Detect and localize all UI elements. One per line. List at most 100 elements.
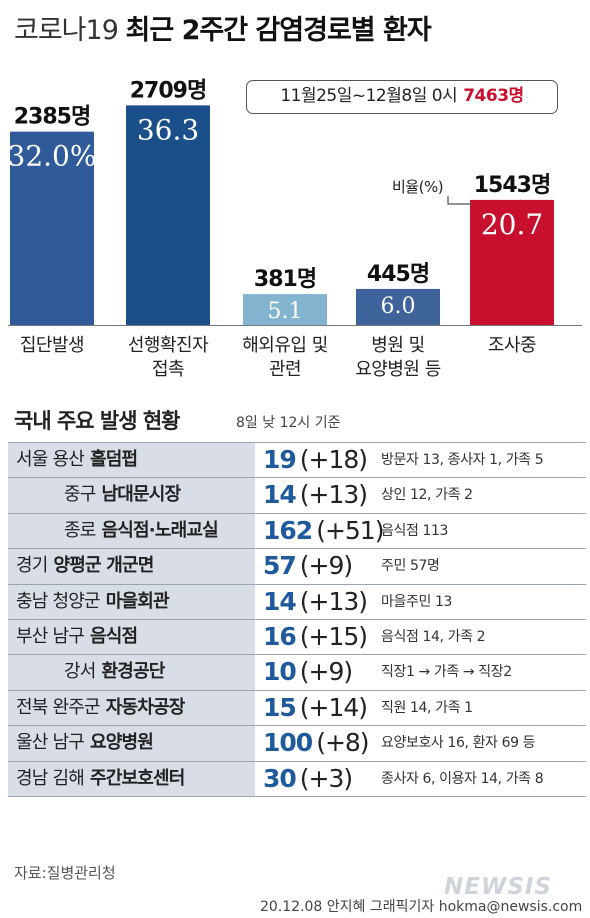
category-label-2: 선행확진자 접촉 — [127, 335, 209, 380]
cluster-delta: (+51) — [316, 515, 384, 545]
cluster-site: 음식점 — [89, 625, 138, 647]
cluster-site: 마을회관 — [105, 590, 170, 612]
value-label-4: 445명 — [367, 262, 429, 287]
cluster-region: 울산 남구 — [16, 732, 85, 754]
period-box: 11월25일~12월8일 0시 7463명 — [246, 80, 558, 114]
percent-label-4: 6.0 — [381, 294, 416, 319]
cluster-place: 부산 남구 음식점 — [8, 619, 255, 655]
cluster-delta: (+8) — [316, 728, 369, 758]
cluster-delta: (+9) — [299, 657, 353, 687]
bar-chart: 2385명 32.0% 2709명 36.3 381명 5.1 445명 6.0 1543명 20… — [8, 78, 582, 326]
table-row: 경남 김해 주간보호센터 30 (+3) 종사자 6, 이용자 14, 가족 8 — [8, 760, 586, 797]
cluster-count: 16 (+15) — [263, 620, 379, 654]
cluster-total: 100 — [263, 728, 313, 758]
value-label-5: 1543명 — [474, 173, 550, 198]
cluster-total: 15 — [263, 692, 297, 722]
percent-label-1: 32.0% — [8, 140, 97, 173]
cluster-site: 홀덤펍 — [89, 449, 138, 470]
category-label-4: 병원 및 요양병원 등 — [355, 335, 441, 380]
table-row: 부산 남구 음식점 16 (+15) 음식점 14, 가족 2 — [8, 618, 586, 655]
cluster-region: 경남 김해 — [16, 767, 85, 789]
category-label-1: 집단발생 — [19, 335, 85, 356]
cluster-count: 15 (+14) — [263, 691, 379, 725]
cluster-count: 30 (+3) — [263, 762, 379, 796]
table-row: 충남 청양군 마을회관 14 (+13) 마을주민 13 — [8, 583, 586, 619]
cluster-count: 14 (+13) — [263, 585, 379, 619]
period-total: 7463명 — [463, 86, 524, 106]
cluster-total: 14 — [263, 586, 297, 616]
cluster-place: 강서 환경공단 — [8, 655, 255, 690]
cluster-total: 19 — [263, 445, 297, 474]
cluster-region: 종로 — [64, 519, 96, 541]
cluster-count: 100 (+8) — [263, 726, 379, 760]
newsis-logo: NEWSIS — [444, 874, 553, 900]
period-text: 11월25일~12월8일 0시 — [280, 86, 458, 106]
cluster-count: 19 (+18) — [263, 443, 379, 477]
cluster-place: 충남 청양군 마을회관 — [8, 584, 255, 619]
cluster-place: 울산 남구 요양병원 — [8, 726, 255, 761]
section-note: 8일 낮 12시 기준 — [236, 415, 341, 431]
title-light: 코로나19 — [14, 15, 119, 46]
cluster-detail: 종사자 6, 이용자 14, 가족 8 — [381, 770, 544, 787]
bar-5 — [470, 199, 554, 325]
cluster-detail: 직장1 → 가족 → 직장2 — [381, 664, 512, 681]
cluster-place: 경기 양평군 개군면 — [8, 549, 255, 584]
bar-1 — [10, 131, 94, 325]
cluster-site: 환경공단 — [101, 661, 166, 683]
cluster-delta: (+9) — [299, 551, 353, 581]
chart-title: 코로나19 최근 2주간 감염경로별 환자 — [14, 8, 432, 47]
table-row: 울산 남구 요양병원 100 (+8) 요양보호사 16, 환자 69 등 — [8, 725, 586, 761]
cluster-delta: (+18) — [299, 445, 368, 474]
cluster-detail: 마을주민 13 — [381, 593, 452, 610]
bar-3 — [243, 294, 327, 325]
cluster-total: 162 — [263, 515, 313, 545]
title-bold: 최근 2주간 감염경로별 환자 — [125, 15, 431, 46]
percent-label-5: 20.7 — [481, 208, 543, 241]
category-label-5: 조사중 — [487, 335, 537, 356]
cluster-delta: (+3) — [299, 763, 353, 793]
cluster-total: 10 — [263, 657, 297, 687]
cluster-detail: 방문자 13, 종사자 1, 가족 5 — [381, 452, 544, 468]
cluster-region: 충남 청양군 — [16, 590, 101, 612]
cluster-count: 14 (+13) — [263, 478, 379, 512]
value-label-2: 2709명 — [130, 78, 206, 103]
cluster-total: 14 — [263, 480, 297, 510]
cluster-region: 부산 남구 — [16, 625, 85, 647]
cluster-region: 경기 — [16, 555, 48, 577]
cluster-total: 16 — [263, 621, 297, 651]
cluster-detail: 주민 57명 — [381, 558, 440, 575]
bar-4 — [356, 288, 440, 325]
value-label-1: 2385명 — [14, 105, 90, 130]
cluster-count: 10 (+9) — [263, 655, 379, 689]
table-row: 중구 남대문시장 14 (+13) 상인 12, 가족 2 — [8, 477, 586, 513]
cluster-region: 서울 용산 — [16, 449, 85, 470]
cluster-site: 양평군 개군면 — [53, 555, 155, 577]
cluster-delta: (+15) — [299, 621, 368, 651]
cluster-delta: (+13) — [299, 586, 368, 616]
cluster-place: 서울 용산 홀덤펍 — [8, 443, 255, 478]
cluster-region: 중구 — [64, 484, 96, 506]
cluster-delta: (+13) — [299, 480, 368, 510]
cluster-site: 주간보호센터 — [89, 767, 185, 789]
cluster-place: 경남 김해 주간보호센터 — [8, 761, 255, 796]
cluster-count: 162 (+51) — [263, 514, 384, 548]
cluster-place: 중구 남대문시장 — [8, 478, 255, 513]
percent-label-3: 5.1 — [268, 299, 303, 324]
cluster-place: 전북 완주군 자동차공장 — [8, 690, 255, 726]
ratio-callout-line — [447, 196, 472, 205]
table-row: 전북 완주군 자동차공장 15 (+14) 직원 14, 가족 1 — [8, 689, 586, 726]
table-row: 종로 음식점·노래교실 162 (+51) 음식점 113 — [8, 512, 586, 549]
source-note: 자료:질병관리청 — [14, 864, 116, 882]
cluster-site: 요양병원 — [89, 732, 154, 754]
credit-line: 20.12.08 안지혜 그래픽기자 hokma@newsis.com — [260, 899, 583, 915]
cluster-delta: (+14) — [299, 692, 368, 722]
cluster-detail: 음식점 113 — [381, 522, 449, 539]
table-row: 경기 양평군 개군면 57 (+9) 주민 57명 — [8, 548, 586, 584]
table-row: 강서 환경공단 10 (+9) 직장1 → 가족 → 직장2 — [8, 654, 586, 690]
cluster-region: 강서 — [64, 661, 96, 683]
cluster-total: 57 — [263, 551, 297, 581]
cluster-place: 종로 음식점·노래교실 — [8, 513, 255, 549]
table-row: 서울 용산 홀덤펍 19 (+18) 방문자 13, 종사자 1, 가족 5 — [8, 442, 586, 478]
cluster-detail: 직원 14, 가족 1 — [381, 699, 473, 716]
cluster-detail: 음식점 14, 가족 2 — [381, 628, 486, 645]
